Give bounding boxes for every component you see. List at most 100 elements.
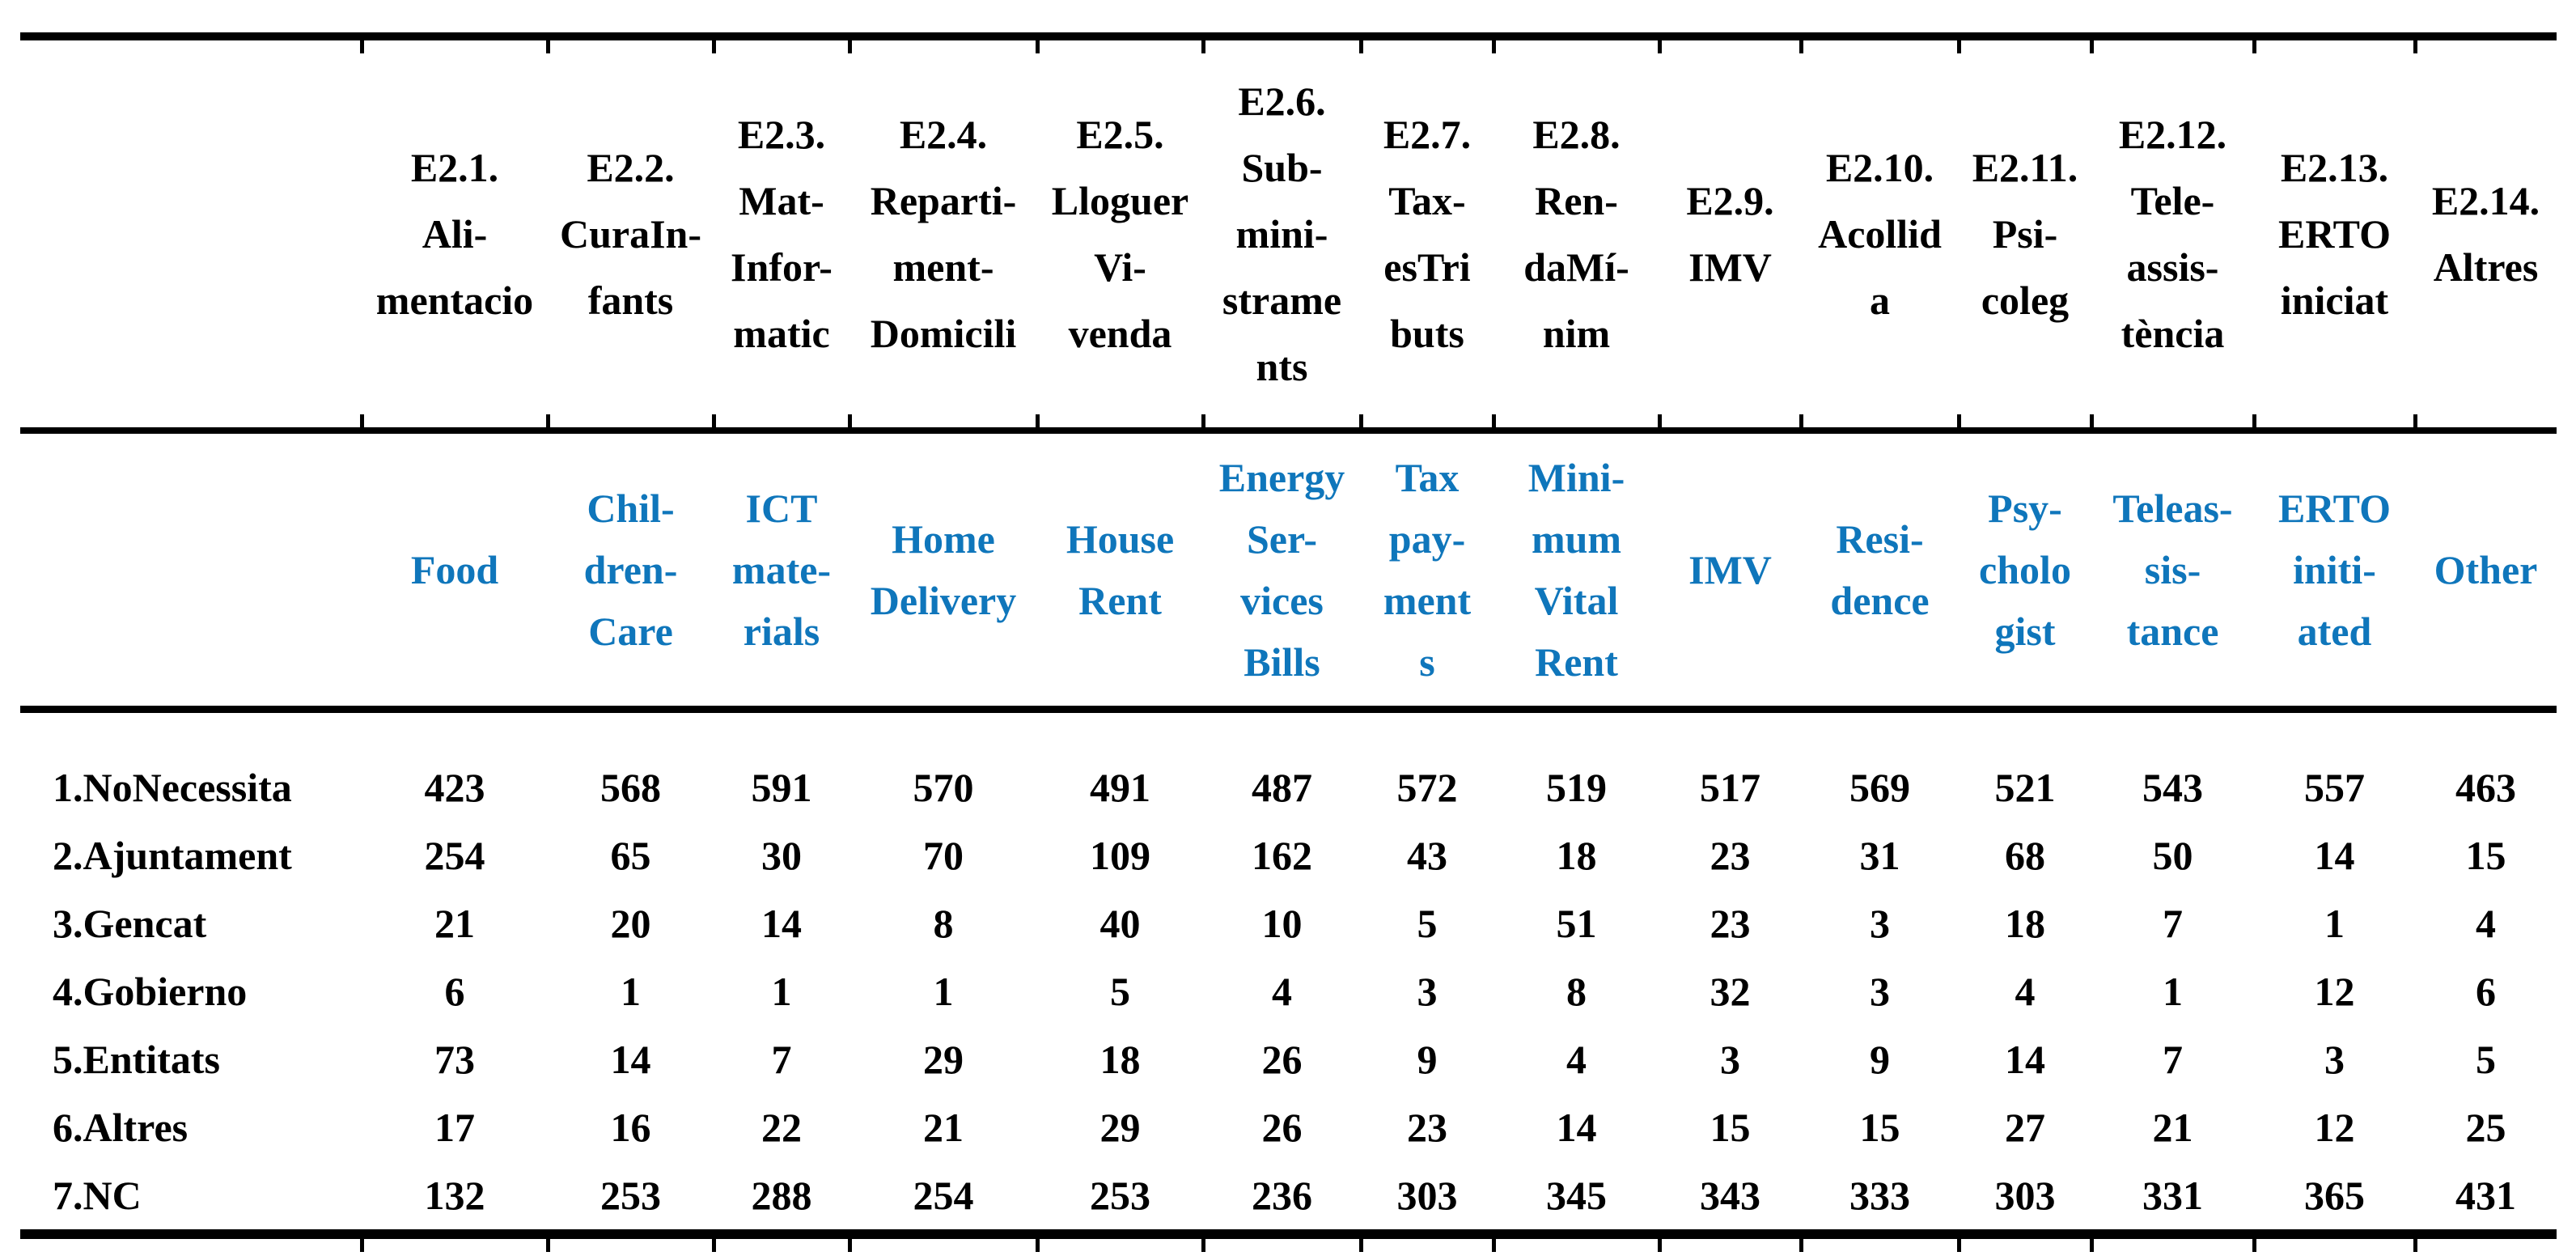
data-cell: 18 <box>2005 901 2045 946</box>
column-boundary-tick <box>712 40 716 53</box>
data-cell: 343 <box>1700 1173 1760 1218</box>
data-cell: 6 <box>2476 969 2496 1014</box>
english-header-cell: Chil- dren- Care <box>583 486 678 654</box>
data-cell: 14 <box>610 1037 651 1082</box>
data-cell: 50 <box>2152 833 2193 878</box>
data-cell: 14 <box>2314 833 2355 878</box>
data-cell: 1 <box>621 969 641 1014</box>
english-header-cell: Tax pay- ment s <box>1383 455 1472 685</box>
data-cell: 10 <box>1261 901 1303 946</box>
column-boundary-tick <box>546 40 550 53</box>
data-cell: 3 <box>1870 969 1890 1014</box>
column-boundary-tick <box>1201 414 1205 427</box>
column-boundary-tick <box>1957 40 1961 53</box>
data-cell: 1 <box>933 969 954 1014</box>
table-bottom-rule <box>20 1229 2557 1252</box>
data-cell: 3 <box>1720 1037 1740 1082</box>
table-row: 6.Altres 17 16 22 21 29 26 23 14 15 15 27 21 12 25 <box>20 1093 2557 1161</box>
header-separator-rule <box>20 414 2557 434</box>
table-row: 4.Gobierno 6 1 1 1 5 4 3 8 32 3 4 1 12 6 <box>20 957 2557 1025</box>
column-boundary-tick <box>360 1239 364 1252</box>
column-boundary-tick <box>1036 1239 1040 1252</box>
row-label: 4.Gobierno <box>53 969 248 1014</box>
english-header-cell: House Rent <box>1066 516 1175 623</box>
body-separator-rule <box>20 706 2557 713</box>
english-header-cell: Teleas- sis- tance <box>2112 486 2233 654</box>
data-cell: 22 <box>761 1105 802 1150</box>
data-cell: 21 <box>2152 1105 2193 1150</box>
english-header-cell: ICT mate- rials <box>731 486 832 654</box>
data-cell: 40 <box>1099 901 1141 946</box>
catalan-header-cell: E2.9. IMV <box>1686 178 1774 290</box>
table-body: 1.NoNecessita 423 568 591 570 491 487 572 519 517… <box>20 713 2557 1229</box>
table-row: 2.Ajuntament 254 65 30 70 109 162 43 18 23 31 68 50 1… <box>20 821 2557 889</box>
data-cell: 23 <box>1407 1105 1447 1150</box>
table-top-rule <box>20 32 2557 53</box>
data-cell: 51 <box>1556 901 1597 946</box>
column-boundary-tick <box>360 414 364 427</box>
data-cell: 109 <box>1090 833 1150 878</box>
english-header-cell: Psy- cholo gist <box>1979 486 2071 654</box>
data-cell: 591 <box>751 765 812 810</box>
column-boundary-tick <box>1359 414 1363 427</box>
column-boundary-tick <box>1492 414 1496 427</box>
table-row: 1.NoNecessita 423 568 591 570 491 487 572 519 517… <box>20 753 2557 821</box>
data-cell: 570 <box>913 765 974 810</box>
data-cell: 29 <box>1099 1105 1141 1150</box>
english-header-row: Food Chil- dren- Care ICT mate- rials Home … <box>20 434 2557 706</box>
data-cell: 16 <box>610 1105 651 1150</box>
column-boundary-tick <box>546 1239 550 1252</box>
data-cell: 9 <box>1417 1037 1438 1082</box>
data-cell: 20 <box>610 901 651 946</box>
table-row: 7.NC 132 253 288 254 253 236 303 345 343 333 303 331… <box>20 1161 2557 1229</box>
table-row: 5.Entitats 73 14 7 29 18 26 9 4 3 9 14 7 3 5 <box>20 1025 2557 1093</box>
catalan-header-cell: E2.5. Lloguer Vi- venda <box>1051 112 1189 356</box>
data-cell: 331 <box>2142 1173 2203 1218</box>
column-boundary-tick <box>1359 1239 1363 1252</box>
english-header-cell: Other <box>2434 547 2538 592</box>
data-cell: 26 <box>1261 1105 1303 1150</box>
column-boundary-tick <box>1201 1239 1205 1252</box>
column-boundary-tick <box>1658 1239 1662 1252</box>
data-cell: 568 <box>600 765 661 810</box>
data-cell: 68 <box>2005 833 2045 878</box>
corner-cell <box>20 434 362 706</box>
column-boundary-tick <box>2252 414 2256 427</box>
english-header-cell: IMV <box>1688 547 1772 592</box>
column-boundary-tick <box>1799 40 1803 53</box>
data-cell: 31 <box>1859 833 1900 878</box>
data-cell: 25 <box>2465 1105 2506 1150</box>
data-cell: 32 <box>1710 969 1751 1014</box>
column-boundary-tick <box>712 1239 716 1252</box>
row-label: 5.Entitats <box>53 1037 220 1082</box>
data-cell: 487 <box>1252 765 1312 810</box>
data-cell: 132 <box>424 1173 485 1218</box>
data-cell: 65 <box>610 833 651 878</box>
column-boundary-tick <box>1957 414 1961 427</box>
data-cell: 43 <box>1407 833 1447 878</box>
data-cell: 21 <box>434 901 475 946</box>
column-boundary-tick <box>848 414 852 427</box>
data-cell: 30 <box>761 833 802 878</box>
row-label: 2.Ajuntament <box>53 833 292 878</box>
data-cell: 23 <box>1710 901 1751 946</box>
english-header-cell: Energy Ser- vices Bills <box>1218 455 1345 685</box>
data-cell: 491 <box>1090 765 1150 810</box>
column-boundary-tick <box>1036 414 1040 427</box>
data-cell: 23 <box>1710 833 1751 878</box>
data-cell: 4 <box>2015 969 2036 1014</box>
row-label: 6.Altres <box>53 1105 189 1150</box>
column-boundary-tick <box>1492 1239 1496 1252</box>
data-cell: 3 <box>1417 969 1438 1014</box>
data-cell: 7 <box>2163 901 2183 946</box>
data-cell: 12 <box>2314 1105 2355 1150</box>
data-cell: 12 <box>2314 969 2355 1014</box>
column-boundary-tick <box>848 40 852 53</box>
column-boundary-tick <box>1799 414 1803 427</box>
catalan-header-cell: E2.6. Sub- mini- strame nts <box>1222 78 1342 389</box>
english-header-cell: Mini- mum Vital Rent <box>1527 455 1625 685</box>
data-cell: 18 <box>1099 1037 1141 1082</box>
data-cell: 4 <box>1272 969 1292 1014</box>
data-cell: 1 <box>2324 901 2345 946</box>
data-cell: 21 <box>923 1105 964 1150</box>
